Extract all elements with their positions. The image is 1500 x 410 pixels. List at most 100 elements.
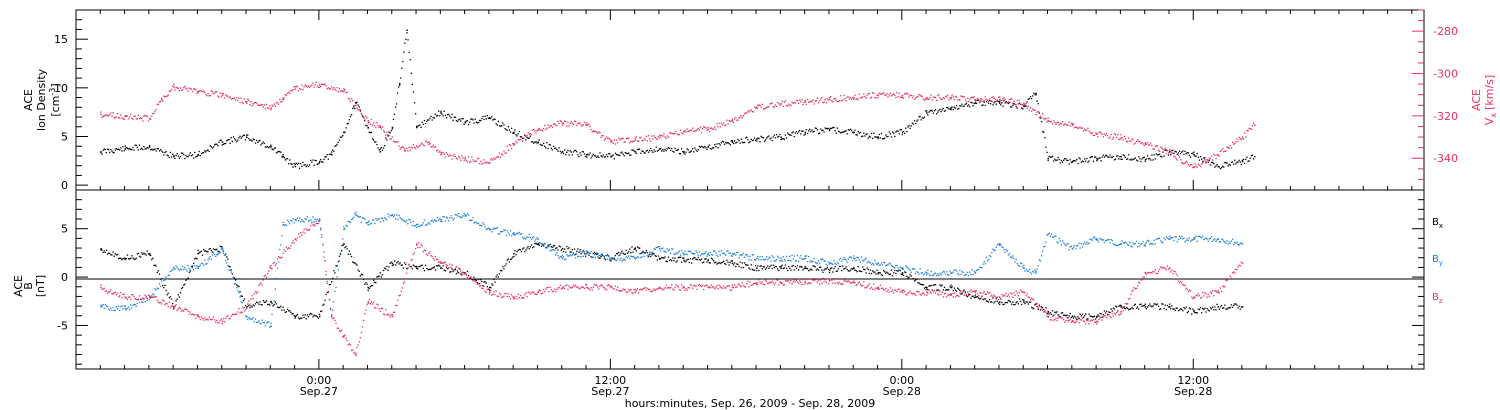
ion-density-series-point bbox=[429, 117, 431, 119]
bx-series-point bbox=[1238, 305, 1240, 307]
ion-density-series-point bbox=[1142, 157, 1144, 159]
by-series-point bbox=[632, 255, 634, 257]
vx-series-point bbox=[657, 136, 660, 138]
vx-series-point bbox=[1008, 98, 1011, 101]
ion-density-series-point bbox=[322, 161, 324, 163]
by-series-point bbox=[280, 244, 282, 246]
vx-series-point bbox=[1088, 130, 1090, 132]
ion-density-series-point bbox=[987, 102, 990, 104]
ion-density-series-point bbox=[831, 127, 833, 130]
bx-series-point bbox=[830, 267, 832, 269]
vx-series-point bbox=[999, 96, 1001, 98]
bx-series-point bbox=[219, 245, 221, 247]
ion-density-series-point bbox=[110, 148, 112, 151]
vx-series-point bbox=[452, 155, 454, 157]
ion-density-series-point bbox=[1189, 156, 1192, 158]
bx-series-point bbox=[575, 253, 577, 255]
vx-series-point bbox=[140, 117, 142, 119]
vx-series-point bbox=[858, 93, 860, 95]
bz-series-point bbox=[179, 307, 182, 310]
bx-series-point bbox=[572, 252, 575, 254]
ion-density-series-point bbox=[235, 139, 237, 141]
vx-series-point bbox=[1091, 132, 1093, 134]
by-series-point bbox=[709, 251, 711, 254]
ion-density-series-point bbox=[764, 139, 767, 141]
ion-density-series-point bbox=[795, 131, 798, 133]
bx-series-datum bbox=[658, 257, 661, 260]
vx-series-point bbox=[959, 99, 961, 101]
vx-series-point bbox=[950, 98, 952, 100]
vx-series-point bbox=[296, 85, 299, 87]
vx-series-point bbox=[110, 112, 112, 114]
by-series-point bbox=[559, 256, 561, 258]
bx-series-point bbox=[449, 271, 451, 273]
vx-series-point bbox=[753, 106, 756, 108]
by-series-point bbox=[432, 221, 434, 223]
by-series-datum bbox=[367, 223, 369, 226]
bx-series-point bbox=[353, 262, 355, 264]
bx-series-point bbox=[1116, 306, 1118, 308]
vx-series-point bbox=[1129, 140, 1131, 142]
vx-series-point bbox=[927, 98, 929, 100]
by-series-point bbox=[341, 245, 343, 247]
by-series-point bbox=[685, 253, 687, 255]
vx-series-point bbox=[684, 130, 686, 132]
ion-density-series-point bbox=[692, 148, 694, 150]
ion-density-series-point bbox=[1122, 154, 1124, 156]
bz-series-point bbox=[225, 317, 227, 320]
bx-series-point bbox=[295, 315, 297, 317]
by-series-point bbox=[297, 220, 300, 222]
vx-series-point bbox=[640, 136, 642, 139]
bx-series-point bbox=[650, 255, 652, 258]
bx-series-point bbox=[843, 268, 845, 270]
by-series-point bbox=[1066, 243, 1068, 245]
bz-series-point bbox=[364, 313, 366, 315]
vx-series-point bbox=[1065, 123, 1067, 125]
bz-series-point bbox=[268, 270, 270, 272]
vx-series-point bbox=[854, 94, 856, 96]
ion-density-series-point bbox=[404, 42, 406, 44]
ion-density-series bbox=[100, 29, 1256, 170]
by-series-point bbox=[1125, 242, 1128, 244]
vx-series-datum bbox=[464, 158, 467, 160]
ion-density-series-point bbox=[941, 109, 943, 111]
by-series-point bbox=[902, 268, 905, 270]
vx-series-point bbox=[509, 144, 512, 147]
by-series-point bbox=[417, 223, 419, 225]
by-series-point bbox=[1184, 241, 1186, 243]
bx-series-point bbox=[172, 303, 174, 305]
vx-series-point bbox=[678, 133, 681, 136]
vx-series-point bbox=[963, 96, 965, 98]
by-series-point bbox=[1004, 251, 1006, 253]
vx-series-point bbox=[913, 98, 916, 100]
bx-series-datum bbox=[100, 248, 102, 250]
by-series-point bbox=[1121, 240, 1123, 242]
ion-density-series-point bbox=[120, 147, 122, 149]
vx-series-datum bbox=[610, 141, 612, 143]
bx-series-point bbox=[325, 293, 327, 296]
ion-density-series-point bbox=[891, 131, 894, 133]
vx-series-point bbox=[1248, 127, 1250, 129]
by-series-point bbox=[751, 254, 753, 256]
ion-density-series-point bbox=[1145, 158, 1148, 160]
ion-density-series-datum bbox=[379, 151, 382, 153]
by-series-point bbox=[1192, 239, 1194, 241]
bx-series-point bbox=[747, 264, 749, 266]
ion-density-series-point bbox=[1070, 161, 1072, 164]
ion-density-series-point bbox=[1004, 102, 1006, 104]
vx-series-point bbox=[1145, 143, 1148, 145]
bx-series-point bbox=[894, 269, 896, 272]
by-series-point bbox=[528, 233, 530, 235]
bx-series-point bbox=[1213, 309, 1215, 311]
ion-density-series-point bbox=[1106, 154, 1108, 157]
by-series-point bbox=[539, 242, 541, 245]
vx-series-point bbox=[1075, 126, 1077, 128]
ion-density-series-point bbox=[652, 151, 654, 154]
bz-series-point bbox=[414, 248, 417, 250]
vx-series-point bbox=[410, 146, 412, 148]
bz-series-point bbox=[334, 319, 336, 322]
by-series-point bbox=[498, 233, 501, 235]
vx-series-point bbox=[670, 132, 672, 134]
vx-series-point bbox=[881, 93, 884, 95]
ion-density-series-point bbox=[180, 152, 183, 154]
